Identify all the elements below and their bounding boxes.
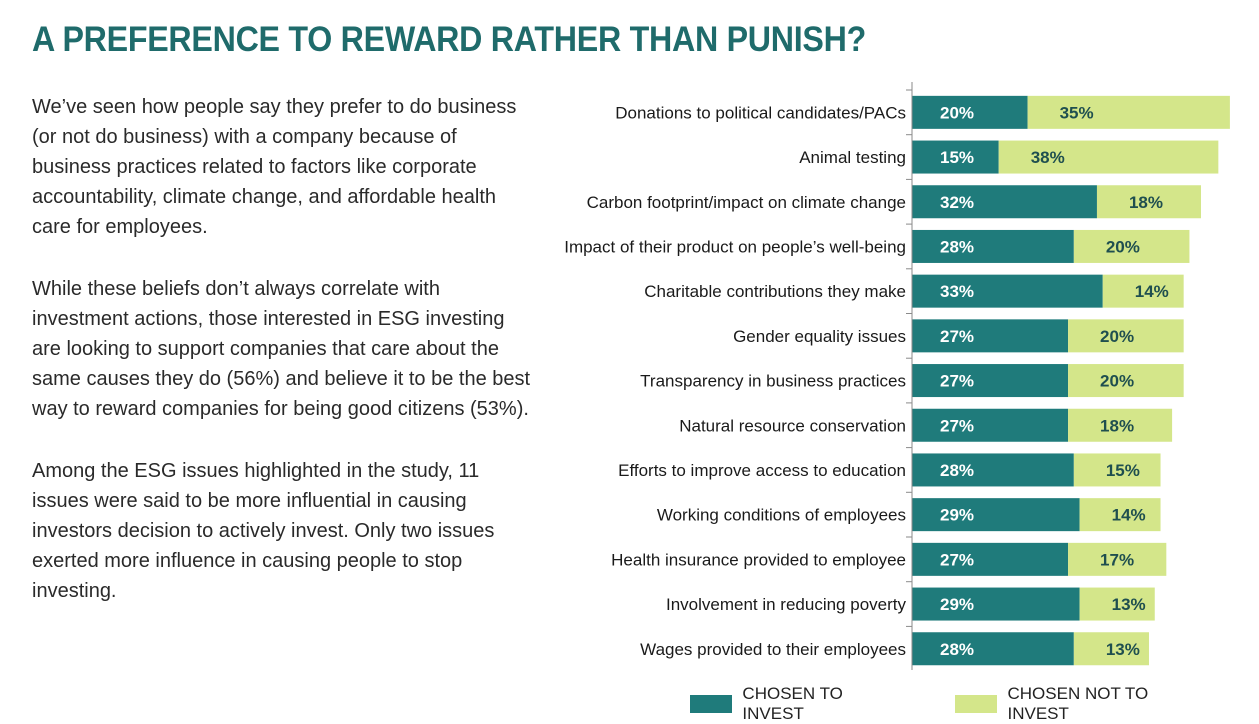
category-label: Transparency in business practices [640, 372, 906, 391]
bar-invest [912, 229, 1074, 263]
data-label-invest: 27% [940, 372, 974, 391]
data-label-invest: 27% [940, 327, 974, 346]
category-label: Natural resource conservation [679, 416, 906, 435]
bar-invest [912, 185, 1097, 219]
category-label: Carbon footprint/impact on climate chang… [587, 193, 906, 212]
bar-not-invest [1079, 587, 1155, 621]
bar-not-invest [1096, 185, 1201, 219]
bar-invest [912, 498, 1080, 532]
bar-invest [912, 95, 1028, 129]
data-label-not-invest: 20% [1100, 327, 1134, 346]
page-title: A PREFERENCE TO REWARD RATHER THAN PUNIS… [32, 20, 866, 59]
data-label-invest: 20% [940, 103, 974, 122]
legend-label-invest: CHOSEN TO INVEST [742, 684, 843, 723]
bar-invest [912, 319, 1069, 353]
bar-not-invest [1068, 319, 1184, 353]
chart-legend: CHOSEN TO INVEST CHOSEN NOT TO INVEST [690, 684, 1259, 724]
bar-not-invest [1068, 542, 1167, 576]
category-label: Charitable contributions they make [644, 282, 906, 301]
paragraph-2: While these beliefs don’t always correla… [32, 278, 531, 420]
bar-not-invest [1073, 632, 1149, 666]
bar-invest [912, 542, 1069, 576]
category-label: Health insurance provided to employee [611, 550, 906, 569]
data-label-invest: 28% [940, 237, 974, 256]
bar-not-invest [1027, 95, 1230, 129]
data-label-not-invest: 18% [1100, 416, 1134, 435]
data-label-not-invest: 38% [1031, 148, 1065, 167]
data-label-not-invest: 15% [1106, 461, 1140, 480]
data-label-not-invest: 20% [1100, 372, 1134, 391]
data-label-not-invest: 20% [1106, 237, 1140, 256]
data-label-invest: 29% [940, 506, 974, 525]
paragraph-1: We’ve seen how people say they prefer to… [32, 96, 517, 238]
data-label-invest: 29% [940, 595, 974, 614]
bar-invest [912, 274, 1103, 308]
legend-swatch-not-invest [955, 695, 998, 713]
legend-item-not-invest: CHOSEN NOT TO INVEST [955, 684, 1207, 724]
bar-not-invest [1073, 229, 1190, 263]
data-label-invest: 27% [940, 550, 974, 569]
bar-invest [912, 632, 1074, 666]
data-label-invest: 33% [940, 282, 974, 301]
stacked-bar-chart: Donations to political candidates/PACs 20… [564, 82, 1230, 670]
bar-not-invest [998, 140, 1219, 174]
bar-invest [912, 140, 999, 174]
category-label: Involvement in reducing poverty [666, 595, 907, 614]
category-label: Working conditions of employees [657, 506, 906, 525]
data-label-invest: 32% [940, 193, 974, 212]
bar-invest [912, 453, 1074, 487]
data-label-invest: 15% [940, 148, 974, 167]
data-label-not-invest: 14% [1112, 506, 1146, 525]
category-label: Impact of their product on people’s well… [564, 237, 906, 256]
legend-label-not-invest: CHOSEN NOT TO INVEST [1007, 684, 1149, 723]
data-label-invest: 28% [940, 461, 974, 480]
category-label: Efforts to improve access to education [618, 461, 906, 480]
data-label-not-invest: 13% [1112, 595, 1146, 614]
bar-invest [912, 364, 1069, 398]
data-label-invest: 28% [940, 640, 974, 659]
data-label-not-invest: 14% [1135, 282, 1169, 301]
category-label: Wages provided to their employees [640, 640, 906, 659]
data-label-not-invest: 17% [1100, 550, 1134, 569]
bar-not-invest [1102, 274, 1184, 308]
bar-not-invest [1079, 498, 1161, 532]
body-text: We’ve seen how people say they prefer to… [32, 92, 532, 638]
category-label: Animal testing [799, 148, 906, 167]
category-label: Gender equality issues [733, 327, 906, 346]
legend-item-invest: CHOSEN TO INVEST [690, 684, 903, 724]
bar-invest [912, 587, 1080, 621]
legend-swatch-invest [690, 695, 733, 713]
data-label-not-invest: 13% [1106, 640, 1140, 659]
category-label: Donations to political candidates/PACs [615, 103, 906, 122]
paragraph-3: Among the ESG issues highlighted in the … [32, 460, 495, 602]
bar-invest [912, 408, 1069, 442]
data-label-not-invest: 18% [1129, 193, 1163, 212]
bar-not-invest [1073, 453, 1161, 487]
bar-not-invest [1068, 408, 1173, 442]
data-label-not-invest: 35% [1060, 103, 1094, 122]
data-label-invest: 27% [940, 416, 974, 435]
bar-not-invest [1068, 364, 1184, 398]
